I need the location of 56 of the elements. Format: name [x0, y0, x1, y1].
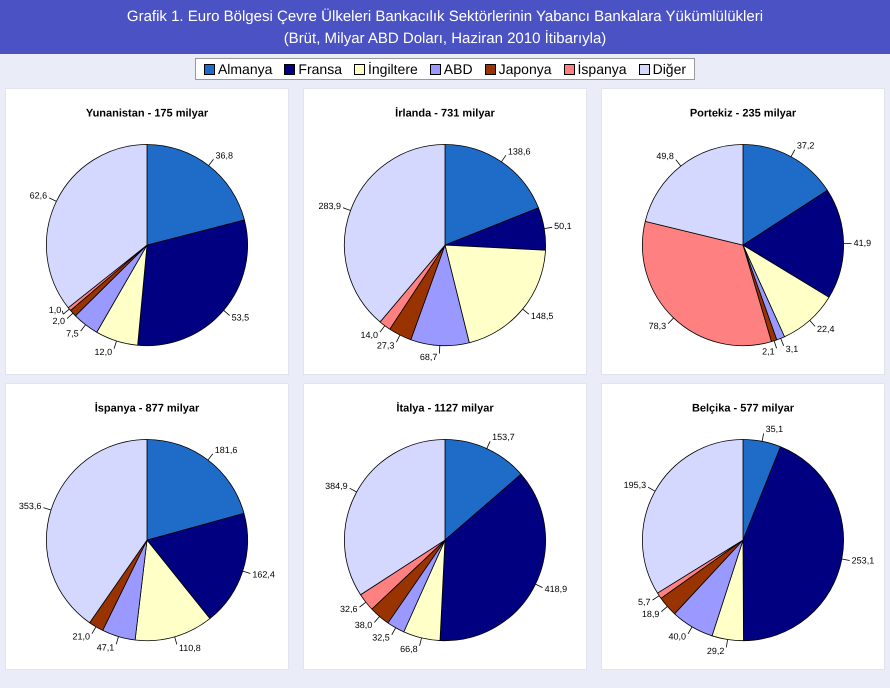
- data-label: 7,5: [66, 328, 79, 339]
- data-label: 66,8: [400, 644, 418, 654]
- data-label: 14,0: [360, 330, 378, 340]
- data-label: 32,6: [340, 604, 358, 614]
- data-label: 162,4: [252, 569, 275, 580]
- data-label: 148,5: [530, 311, 554, 322]
- data-label: 283,9: [318, 200, 342, 211]
- data-label: 18,9: [642, 608, 660, 619]
- chart-title: İtalya - 1127 milyar: [396, 402, 494, 415]
- data-label: 35,1: [766, 424, 784, 434]
- data-label: 21,0: [72, 632, 90, 642]
- data-label: 12,0: [94, 346, 112, 357]
- data-label: 5,7: [638, 596, 651, 607]
- chart-title: İspanya - 877 milyar: [94, 402, 200, 415]
- data-label: 27,3: [376, 340, 394, 350]
- data-label: 41,9: [854, 238, 872, 248]
- data-label: 1,0: [48, 305, 62, 316]
- data-label: 78,3: [648, 321, 666, 332]
- chart-title: Portekiz - 235 milyar: [690, 108, 797, 120]
- data-label: 418,9: [544, 584, 568, 594]
- data-label: 38,0: [354, 620, 372, 630]
- data-label: 153,7: [492, 432, 515, 442]
- legend-label: Fransa: [298, 61, 342, 77]
- text: Grafik 1. Euro Bölgesi Çevre Ülkeleri Bankacılık Sektörlerinin Yabancı Bankalara Yükümlülükleri: [126, 7, 764, 27]
- chart-title: İrlanda - 731 milyar: [395, 106, 496, 120]
- text: (Brüt, Milyar ABD Doları, Haziran 2010 İtibarıyla): [282, 29, 608, 49]
- legend-label: İspanya: [578, 61, 627, 77]
- data-label: 37,2: [796, 140, 814, 151]
- chart-title: Belçika - 577 milyar: [692, 402, 795, 415]
- data-label: 40,0: [668, 632, 686, 642]
- data-label: 110,8: [178, 642, 201, 653]
- data-label: 62,6: [30, 190, 48, 201]
- data-label: 22,4: [817, 324, 835, 334]
- data-label: 47,1: [96, 642, 114, 653]
- data-label: 2,1: [762, 346, 775, 357]
- legend-label: Almanya: [218, 61, 272, 77]
- data-label: 384,9: [325, 480, 348, 491]
- data-label: 3,1: [786, 344, 798, 354]
- data-label: 181,6: [214, 445, 238, 456]
- data-label: 49,8: [656, 151, 674, 162]
- data-label: 36,8: [216, 150, 234, 161]
- legend-label: ABD: [444, 61, 473, 77]
- legend-label: Japonya: [498, 61, 552, 77]
- data-label: 138,6: [508, 146, 530, 156]
- data-label: 2,0: [52, 316, 66, 326]
- data-label: 195,3: [624, 480, 646, 490]
- data-label: 32,5: [372, 632, 390, 643]
- data-label: 253,1: [852, 556, 874, 566]
- data-label: 53,5: [232, 312, 250, 323]
- legend-label: İngiltere: [368, 61, 418, 77]
- data-label: 50,1: [554, 221, 572, 232]
- data-label: 29,2: [706, 646, 724, 656]
- text: Yunanistan - 175 milyar: [86, 108, 209, 120]
- data-label: 353,6: [18, 500, 42, 511]
- data-label: 68,7: [420, 352, 438, 362]
- legend-label: Diğer: [652, 61, 686, 77]
